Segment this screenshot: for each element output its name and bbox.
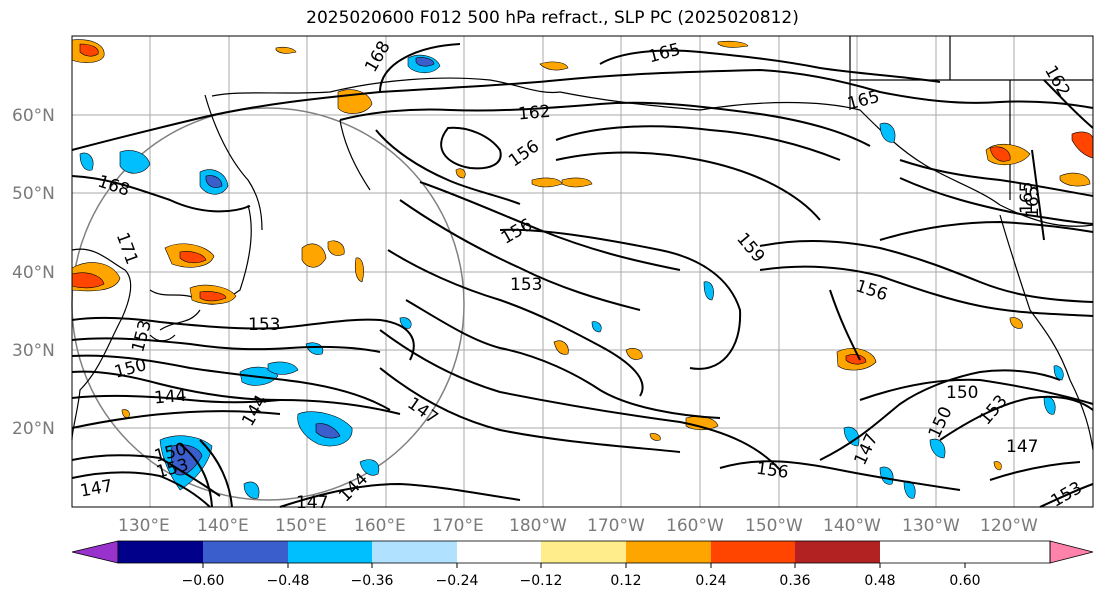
colorbar-frame <box>117 540 1051 564</box>
lat-label: 20°N <box>12 419 55 439</box>
latitude-labels: 60°N 50°N 40°N 30°N 20°N <box>12 106 55 439</box>
colorbar-tick-label: −0.60 <box>182 573 225 589</box>
lon-label: 170°E <box>432 516 484 536</box>
contour-label: 147 <box>1006 437 1038 457</box>
lon-label: 180°W <box>509 516 567 536</box>
lat-label: 40°N <box>12 263 55 283</box>
colorbar-swatch <box>288 541 372 563</box>
contour-label: 162 <box>517 102 551 125</box>
colorbar-swatch <box>118 541 203 563</box>
anomaly-fills <box>71 39 1094 499</box>
colorbar-swatch <box>626 541 711 563</box>
map-title: 2025020600 F012 500 hPa refract., SLP PC… <box>306 8 799 28</box>
lon-label: 170°W <box>587 516 645 536</box>
lon-label: 130°E <box>118 516 170 536</box>
lon-label: 140°W <box>823 516 881 536</box>
colorbar-tick-label: −0.36 <box>351 573 394 589</box>
colorbar-tick-label: −0.12 <box>520 573 563 589</box>
colorbar-tick-label: 0.48 <box>864 573 895 589</box>
colorbar-swatch <box>203 541 288 563</box>
lon-label: 160°W <box>666 516 724 536</box>
colorbar-tick-label: −0.48 <box>267 573 310 589</box>
colorbar-swatch <box>795 541 880 563</box>
lat-label: 50°N <box>12 184 55 204</box>
contour-lines <box>71 43 1094 508</box>
contour-label: 150 <box>946 383 978 403</box>
contour-label: 153 <box>248 315 280 335</box>
lon-label: 150°E <box>275 516 327 536</box>
contour-label: 147 <box>296 493 328 513</box>
colorbar-tick-label: 0.12 <box>610 573 641 589</box>
contour-label: 165 <box>1023 186 1043 218</box>
longitude-labels: 130°E 140°E 150°E 160°E 170°E 180°W 170°… <box>118 516 1038 536</box>
lon-label: 130°W <box>902 516 960 536</box>
colorbar-extend-low <box>71 540 119 564</box>
lon-label: 150°W <box>745 516 803 536</box>
colorbar-tick-label: 0.24 <box>695 573 726 589</box>
contour-label: 144 <box>153 386 187 409</box>
colorbar-swatch <box>541 541 626 563</box>
lon-label: 160°E <box>354 516 406 536</box>
colorbar-tick-label: 0.60 <box>949 573 980 589</box>
lat-label: 60°N <box>12 106 55 126</box>
lon-label: 120°W <box>980 516 1038 536</box>
colorbar-swatch <box>711 541 795 563</box>
colorbar-tick-label: 0.36 <box>779 573 810 589</box>
colorbar-extend-high <box>1049 540 1094 564</box>
colorbar-swatch <box>457 541 541 563</box>
lon-label: 140°E <box>197 516 249 536</box>
colorbar-tick-label: −0.24 <box>436 573 479 589</box>
contour-label: 153 <box>510 275 542 295</box>
lat-label: 30°N <box>12 341 55 361</box>
map-frame <box>71 35 1094 508</box>
colorbar-swatch <box>372 541 457 563</box>
contour-label: 156 <box>755 459 790 483</box>
contour-label: 165 <box>1017 182 1037 214</box>
colorbar: −0.60 −0.48 −0.36 −0.24 −0.12 0.12 0.24 … <box>71 540 1094 589</box>
